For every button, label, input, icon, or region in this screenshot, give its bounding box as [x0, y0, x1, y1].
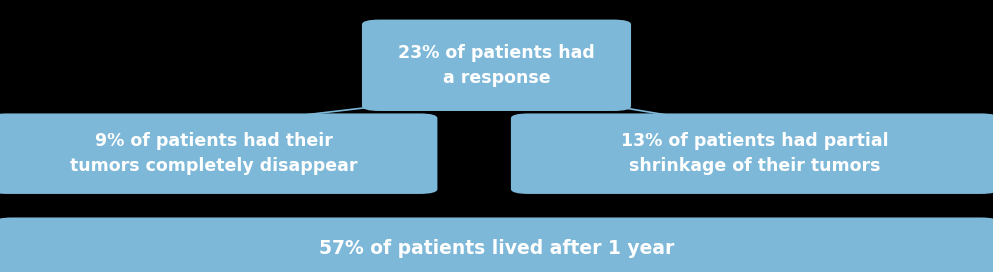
FancyBboxPatch shape — [510, 113, 993, 194]
FancyBboxPatch shape — [361, 20, 632, 111]
Text: 9% of patients had their
tumors completely disappear: 9% of patients had their tumors complete… — [70, 132, 357, 175]
FancyBboxPatch shape — [0, 218, 993, 272]
Text: 57% of patients lived after 1 year: 57% of patients lived after 1 year — [319, 239, 674, 258]
Text: 23% of patients had
a response: 23% of patients had a response — [398, 44, 595, 87]
Text: 13% of patients had partial
shrinkage of their tumors: 13% of patients had partial shrinkage of… — [621, 132, 889, 175]
FancyBboxPatch shape — [0, 113, 437, 194]
